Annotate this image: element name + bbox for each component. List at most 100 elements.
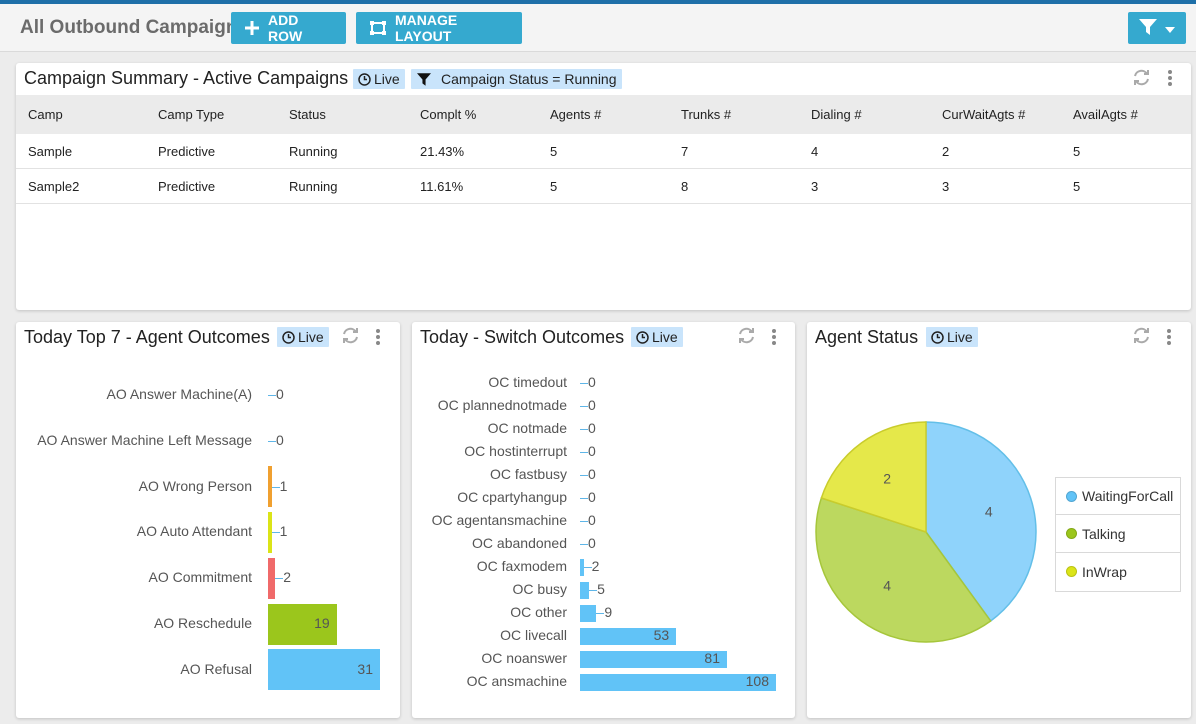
table-cell: 5 [1073, 144, 1081, 159]
bar[interactable] [580, 604, 597, 622]
column-header[interactable]: Trunks # [681, 107, 732, 122]
column-header[interactable]: Dialing # [811, 107, 862, 122]
bar-category-label: OC faxmodem [476, 558, 567, 574]
clock-icon [282, 330, 295, 344]
clock-icon [636, 330, 649, 344]
filter-dropdown-button[interactable] [1128, 12, 1186, 44]
bar-category-label: OC livecall [500, 627, 567, 643]
pie-slice[interactable] [925, 421, 1037, 623]
value-leader-line [589, 590, 598, 591]
bar[interactable] [268, 466, 272, 508]
pie-slice-label: 4 [985, 504, 993, 520]
column-header[interactable]: Complt % [420, 107, 477, 122]
bar-category-label: OC hostinterrupt [464, 443, 567, 459]
table-cell: 3 [811, 179, 819, 194]
bar-value-label: 2 [283, 569, 292, 586]
live-badge: Live [926, 327, 978, 347]
top-accent-line [0, 0, 1196, 4]
bar[interactable] [580, 627, 677, 645]
bar[interactable] [268, 511, 272, 553]
more-options-icon[interactable] [772, 329, 776, 350]
more-options-icon[interactable] [376, 329, 380, 350]
switch-outcomes-title: Today - Switch Outcomes [420, 327, 625, 347]
bar-category-label: OC timedout [488, 374, 567, 390]
legend-item[interactable]: WaitingForCall [1056, 478, 1180, 515]
table-cell: Sample [28, 144, 73, 159]
manage-layout-button[interactable]: MANAGE LAYOUT [356, 12, 522, 44]
table-cell: Predictive [158, 144, 216, 159]
filter-icon [1139, 18, 1157, 38]
legend-label: Talking [1082, 525, 1126, 542]
agent-status-pie-chart: 4 4 2 [815, 421, 1037, 643]
table-row[interactable]: Sample2 Predictive Running 11.61% 5 8 3 … [16, 169, 1191, 204]
bar-value-label: 0 [588, 535, 596, 551]
bar-category-label: OC agentansmachine [431, 512, 567, 528]
bar-value-label: 0 [588, 374, 596, 390]
bar-category-label: OC notmade [487, 420, 567, 436]
bar[interactable] [268, 603, 337, 645]
bar-value-label: 81 [704, 650, 720, 666]
bar-category-label: OC plannednotmade [437, 397, 567, 413]
table-cell: 21.43% [420, 144, 465, 159]
bar-category-label: OC cpartyhangup [457, 489, 567, 505]
bar[interactable] [580, 673, 776, 691]
bar[interactable] [268, 649, 380, 691]
column-header[interactable]: Camp Type [158, 107, 225, 122]
column-header[interactable]: Camp [28, 107, 63, 122]
refresh-icon[interactable] [737, 327, 756, 349]
pie-slice[interactable] [815, 497, 992, 643]
value-leader-line [580, 544, 588, 545]
legend-swatch [1066, 490, 1077, 502]
bar-value-label: 0 [276, 386, 284, 402]
pie-slice-label: 4 [883, 577, 891, 593]
table-cell: 3 [942, 179, 950, 194]
bar-value-label: 9 [604, 604, 613, 620]
bar[interactable] [580, 650, 727, 668]
filter-badge[interactable]: Campaign Status = Running [411, 69, 622, 89]
plus-icon [245, 21, 259, 35]
live-badge: Live [277, 327, 329, 347]
column-header[interactable]: Agents # [550, 107, 602, 122]
table-row[interactable]: Sample Predictive Running 21.43% 5 7 4 2… [16, 134, 1191, 169]
bar[interactable] [580, 581, 590, 599]
page-header: All Outbound Campaigns ADD ROW MANAGE LA… [0, 4, 1196, 52]
bar-value-label: 0 [276, 431, 284, 448]
agent-outcomes-panel: Today Top 7 - Agent Outcomes Live AO Ans… [16, 322, 400, 718]
table-cell: 2 [942, 144, 950, 159]
legend-item[interactable]: InWrap [1056, 553, 1180, 590]
bar-category-label: OC noanswer [481, 650, 567, 666]
bar-category-label: OC busy [512, 581, 567, 597]
value-leader-line [580, 406, 588, 407]
value-leader-line [271, 486, 280, 488]
bar-category-label: AO Answer Machine(A) [106, 386, 253, 402]
bar-category-label: OC fastbusy [489, 466, 567, 482]
add-row-button[interactable]: ADD ROW [231, 12, 346, 44]
agent-status-panel: Agent Status Live 4 4 2 WaitingForCall Talk… [807, 322, 1191, 718]
table-cell: 7 [681, 144, 689, 159]
legend-label: InWrap [1082, 563, 1127, 580]
value-leader-line [268, 440, 276, 442]
pie-slice[interactable] [820, 421, 927, 534]
column-header[interactable]: AvailAgts # [1073, 107, 1138, 122]
refresh-icon[interactable] [1132, 69, 1151, 91]
legend-item[interactable]: Talking [1056, 516, 1180, 553]
more-options-icon[interactable] [1168, 70, 1172, 91]
value-leader-line [275, 578, 284, 580]
pie-slice-label: 2 [883, 471, 891, 487]
table-cell: 8 [681, 179, 689, 194]
value-leader-line [583, 567, 592, 568]
bar-category-label: AO Refusal [180, 660, 252, 677]
bar-category-label: OC abandoned [472, 535, 567, 551]
refresh-icon[interactable] [341, 327, 360, 349]
value-leader-line [580, 521, 588, 522]
more-options-icon[interactable] [1167, 329, 1171, 350]
value-leader-line [580, 383, 588, 384]
column-header[interactable]: CurWaitAgts # [942, 107, 1026, 122]
refresh-icon[interactable] [1132, 327, 1151, 349]
bar-value-label: 5 [597, 581, 605, 597]
bar[interactable] [580, 558, 584, 576]
table-cell: 11.61% [420, 179, 464, 194]
table-cell: 5 [1073, 179, 1081, 194]
bar[interactable] [268, 557, 276, 599]
column-header[interactable]: Status [289, 107, 326, 122]
